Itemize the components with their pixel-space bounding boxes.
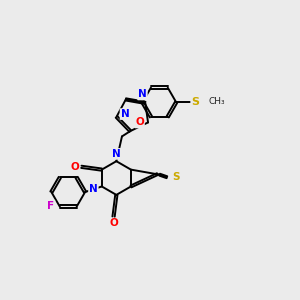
Text: S: S [173, 172, 180, 182]
Text: O: O [109, 218, 118, 229]
Text: S: S [191, 97, 199, 107]
Text: N: N [112, 149, 121, 159]
Text: O: O [70, 162, 79, 172]
Text: N: N [89, 184, 98, 194]
Text: N: N [121, 109, 129, 119]
Text: N: N [138, 89, 147, 99]
Text: O: O [135, 117, 144, 128]
Text: F: F [47, 200, 54, 211]
Text: CH₃: CH₃ [209, 97, 225, 106]
